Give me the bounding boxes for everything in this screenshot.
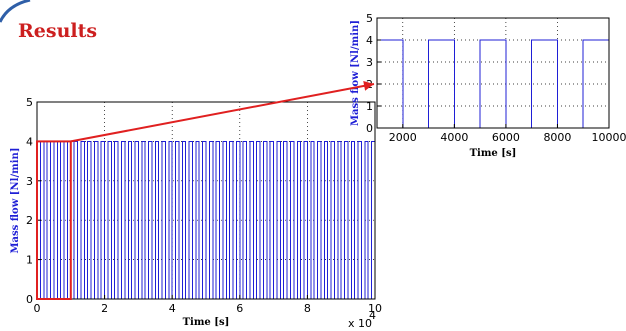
slide-title: Results (18, 20, 98, 42)
x-tick-label: 4000 (440, 131, 468, 144)
zoom-chart: 012345200040006000800010000Time [s]Mass … (350, 12, 626, 159)
x-tick-label: 2 (101, 302, 108, 315)
decorative-arc (0, 0, 31, 23)
zoom-box (36, 140, 72, 300)
y-tick-label: 0 (26, 293, 33, 306)
x-tick-label: 10 (368, 302, 382, 315)
x-tick-label: 2000 (389, 131, 417, 144)
y-tick-label: 0 (366, 122, 373, 135)
x-tick-label: 10000 (592, 131, 626, 144)
series-line (37, 140, 376, 300)
x-tick-label: 8 (304, 302, 311, 315)
y-axis-label: Mass flow [Nl/min] (10, 147, 21, 253)
x-exponent-power: 4 (369, 309, 376, 322)
x-axis-label: Time [s] (470, 148, 517, 159)
x-tick-label: 6000 (492, 131, 520, 144)
zoom-annotation (36, 80, 375, 300)
zoom-arrow-line (70, 83, 375, 143)
x-tick-label: 6 (236, 302, 243, 315)
y-axis-label: Mass flow [Nl/min] (350, 20, 361, 126)
y-tick-label: 3 (366, 56, 373, 69)
y-tick-label: 5 (26, 96, 33, 109)
y-tick-label: 4 (26, 135, 33, 148)
x-exponent-label: x 10 (348, 317, 372, 330)
y-tick-label: 1 (26, 254, 33, 267)
x-tick-label: 0 (34, 302, 41, 315)
x-tick-label: 8000 (543, 131, 571, 144)
x-axis-label: Time [s] (183, 317, 230, 328)
y-tick-label: 3 (26, 175, 33, 188)
y-tick-label: 1 (366, 100, 373, 113)
x-tick-label: 4 (169, 302, 176, 315)
y-tick-label: 5 (366, 12, 373, 25)
zoom-arrow-head (363, 80, 374, 91)
y-tick-label: 2 (26, 214, 33, 227)
y-tick-label: 4 (366, 34, 373, 47)
plot-frame (376, 17, 610, 129)
